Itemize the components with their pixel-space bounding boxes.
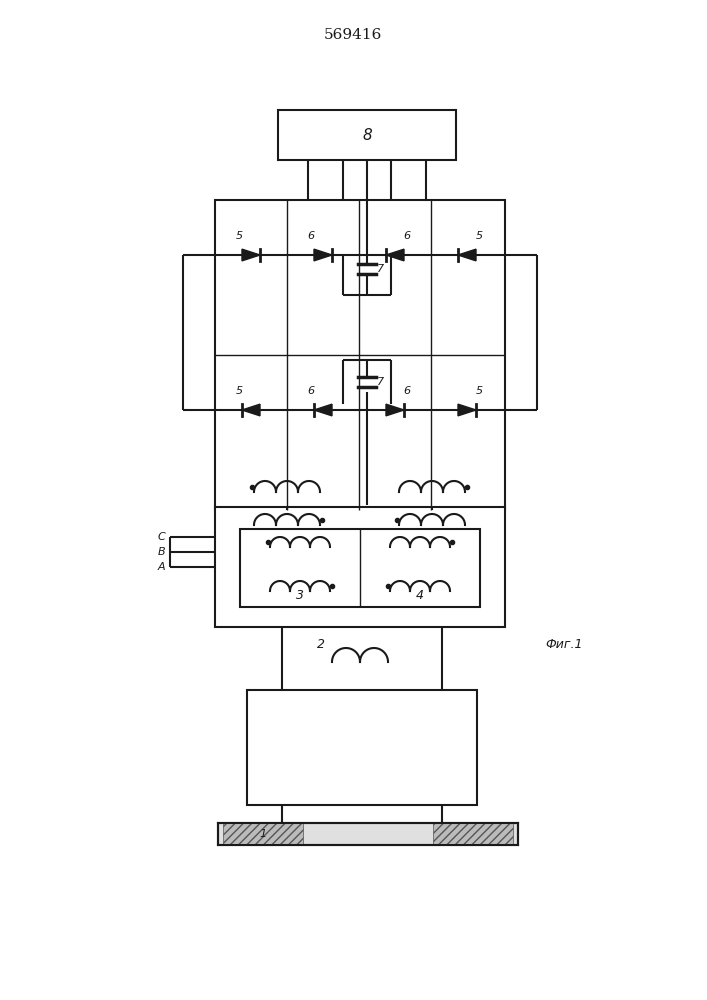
Bar xyxy=(433,823,513,845)
Text: 6: 6 xyxy=(404,231,411,241)
Bar xyxy=(278,110,456,160)
Polygon shape xyxy=(242,249,260,261)
Polygon shape xyxy=(386,249,404,261)
Text: 4: 4 xyxy=(416,589,424,602)
Bar xyxy=(223,823,303,845)
Text: 1: 1 xyxy=(259,829,267,839)
Bar xyxy=(218,823,518,845)
Text: 6: 6 xyxy=(404,386,411,396)
Bar xyxy=(215,507,505,627)
Polygon shape xyxy=(314,249,332,261)
Bar xyxy=(247,690,477,805)
Text: A: A xyxy=(158,562,165,572)
Text: C: C xyxy=(157,532,165,542)
Text: 5: 5 xyxy=(475,231,483,241)
Text: 5: 5 xyxy=(235,231,243,241)
Text: 5: 5 xyxy=(235,386,243,396)
Text: 7: 7 xyxy=(377,264,384,274)
Text: 3: 3 xyxy=(296,589,304,602)
Text: Фиг.1: Фиг.1 xyxy=(545,639,583,652)
Polygon shape xyxy=(314,404,332,416)
Polygon shape xyxy=(386,404,404,416)
Bar xyxy=(215,200,505,510)
Text: 569416: 569416 xyxy=(324,28,382,42)
Text: 2: 2 xyxy=(317,638,325,650)
Text: B: B xyxy=(158,547,165,557)
Text: 7: 7 xyxy=(377,377,384,387)
Text: 6: 6 xyxy=(308,386,315,396)
Polygon shape xyxy=(458,249,476,261)
Text: 8: 8 xyxy=(362,127,372,142)
Text: 5: 5 xyxy=(475,386,483,396)
Text: 6: 6 xyxy=(308,231,315,241)
Polygon shape xyxy=(458,404,476,416)
Polygon shape xyxy=(242,404,260,416)
Bar xyxy=(240,529,480,607)
